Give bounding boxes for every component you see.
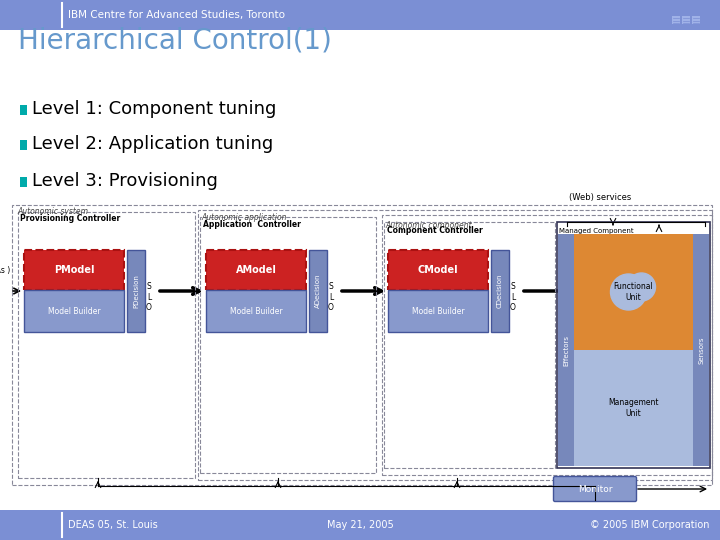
Text: Component Controller: Component Controller — [387, 226, 482, 235]
Bar — [200, 217, 376, 473]
Bar — [20, 140, 27, 150]
Text: Level 2: Application tuning: Level 2: Application tuning — [32, 135, 274, 153]
Bar — [206, 250, 306, 290]
Text: Model Builder: Model Builder — [230, 307, 282, 315]
Bar — [24, 250, 124, 290]
Bar — [692, 16, 700, 24]
Bar — [18, 212, 195, 478]
Bar — [388, 250, 488, 290]
Text: Application  Controller: Application Controller — [203, 220, 301, 229]
Text: Level 3: Provisioning: Level 3: Provisioning — [32, 172, 218, 190]
Text: Management
Unit: Management Unit — [608, 399, 659, 418]
Text: Functional
Unit: Functional Unit — [613, 282, 653, 302]
Text: Provisioning Controller: Provisioning Controller — [20, 214, 120, 223]
Text: AModel: AModel — [235, 265, 276, 275]
Text: © 2005 IBM Corporation: © 2005 IBM Corporation — [590, 520, 710, 530]
Text: May 21, 2005: May 21, 2005 — [327, 520, 393, 530]
Text: Model Builder: Model Builder — [48, 307, 100, 315]
Bar — [20, 177, 27, 187]
Text: S
L
O: S L O — [510, 282, 516, 312]
Text: Autonomic system: Autonomic system — [17, 207, 88, 216]
Bar — [20, 105, 27, 115]
Text: Monitor: Monitor — [577, 484, 612, 494]
Text: Autonomic application: Autonomic application — [201, 213, 287, 222]
Text: PDecision: PDecision — [133, 274, 139, 308]
Text: Level 1: Component tuning: Level 1: Component tuning — [32, 100, 276, 118]
Bar — [693, 234, 709, 466]
Bar — [384, 222, 555, 468]
FancyBboxPatch shape — [554, 476, 636, 502]
Bar — [682, 16, 690, 24]
Text: CDecision: CDecision — [497, 274, 503, 308]
Bar — [12, 205, 712, 485]
Text: DEAS 05, St. Louis: DEAS 05, St. Louis — [68, 520, 158, 530]
Text: Goals(SLAs ): Goals(SLAs ) — [0, 267, 10, 275]
Bar — [672, 16, 680, 24]
Bar — [24, 290, 124, 332]
Circle shape — [611, 274, 647, 310]
Text: CModel: CModel — [418, 265, 459, 275]
Bar — [574, 234, 693, 466]
Text: IBM Centre for Advanced Studies, Toronto: IBM Centre for Advanced Studies, Toronto — [68, 10, 285, 20]
Bar — [382, 215, 712, 475]
Bar — [206, 290, 306, 332]
Bar — [491, 250, 509, 332]
Text: S
L
O: S L O — [146, 282, 152, 312]
Circle shape — [618, 392, 649, 424]
Bar — [309, 250, 327, 332]
Text: Autonomic component: Autonomic component — [385, 221, 472, 230]
Text: (Web) services: (Web) services — [569, 193, 631, 202]
Bar — [0, 510, 720, 540]
Bar — [0, 0, 720, 30]
Bar — [198, 210, 712, 480]
Bar — [558, 234, 709, 466]
Text: PModel: PModel — [54, 265, 94, 275]
Bar — [574, 234, 693, 350]
Bar — [127, 250, 145, 332]
Text: S
L
O: S L O — [328, 282, 334, 312]
Bar — [557, 222, 710, 468]
Bar — [558, 234, 574, 466]
Text: Effectors: Effectors — [563, 334, 569, 366]
Text: ADecision: ADecision — [315, 274, 321, 308]
Text: Sensors: Sensors — [698, 336, 704, 364]
Text: Managed Component: Managed Component — [559, 228, 634, 234]
Bar — [388, 290, 488, 332]
Text: Model Builder: Model Builder — [412, 307, 464, 315]
Circle shape — [628, 273, 655, 301]
Text: Hierarchical Control(1): Hierarchical Control(1) — [18, 26, 332, 54]
